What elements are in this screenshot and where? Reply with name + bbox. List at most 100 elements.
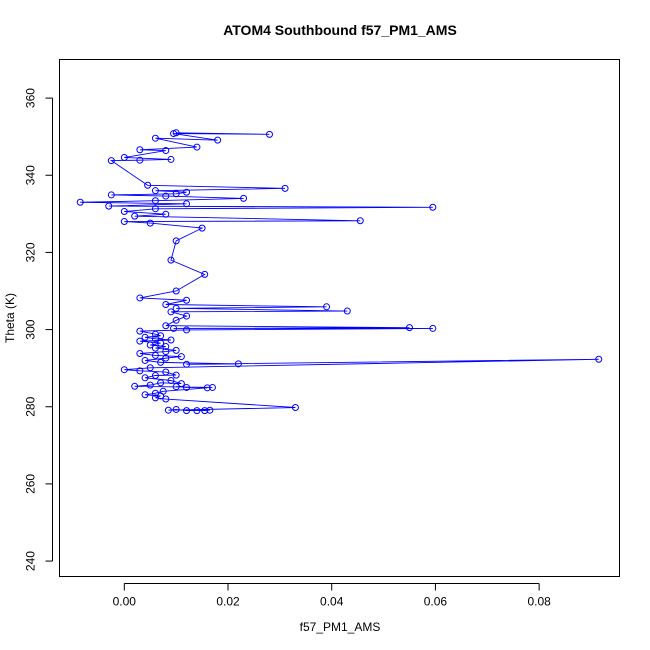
data-point — [151, 134, 159, 142]
data-point — [131, 382, 139, 390]
y-axis: 240 260 280 300 320 340 360 — [24, 88, 53, 571]
x-tick-label: 0.02 — [216, 595, 240, 609]
series-layer — [76, 129, 603, 415]
data-point — [167, 256, 175, 264]
data-point — [136, 156, 144, 164]
data-point — [206, 406, 214, 414]
data-point — [162, 343, 170, 351]
data-point — [281, 184, 289, 192]
x-tick-label: 0.08 — [527, 595, 551, 609]
data-point — [151, 330, 159, 338]
data-point — [183, 360, 191, 368]
data-point — [151, 187, 159, 195]
data-point — [151, 371, 159, 379]
data-point — [141, 391, 149, 399]
data-point — [201, 407, 209, 415]
data-point — [193, 407, 201, 415]
data-point — [203, 384, 211, 392]
data-point — [234, 360, 242, 368]
data-point — [141, 356, 149, 364]
data-point — [429, 203, 437, 211]
data-point — [183, 200, 191, 208]
data-point — [162, 322, 170, 330]
data-point — [162, 354, 170, 362]
data-point — [157, 358, 165, 366]
data-point — [164, 406, 172, 414]
data-point — [266, 130, 273, 138]
data-point — [162, 210, 170, 218]
data-point — [183, 383, 191, 391]
data-point — [105, 202, 113, 210]
data-point — [167, 155, 175, 163]
data-point — [172, 316, 180, 324]
x-tick-label: 0.04 — [320, 595, 344, 609]
data-point — [151, 205, 159, 213]
x-tick-label: 0.00 — [113, 595, 137, 609]
data-point — [172, 304, 180, 312]
data-point — [136, 350, 144, 357]
data-point — [141, 374, 149, 382]
data-point — [183, 312, 191, 320]
data-point — [172, 287, 180, 295]
data-point — [172, 371, 180, 379]
data-point — [151, 197, 159, 205]
data-point — [595, 355, 603, 363]
data-point — [146, 364, 154, 372]
y-tick-label: 280 — [24, 396, 38, 416]
y-tick-label: 320 — [24, 242, 38, 262]
data-point — [136, 337, 144, 345]
data-point — [343, 307, 351, 315]
data-point — [193, 143, 201, 151]
y-axis-label: Theta (K) — [3, 293, 17, 343]
y-tick-label: 260 — [24, 474, 38, 494]
y-tick-label: 300 — [24, 319, 38, 339]
data-point — [151, 389, 159, 397]
data-point — [172, 129, 180, 137]
data-point — [183, 326, 191, 334]
data-point — [76, 198, 84, 206]
x-axis: 0.00 0.02 0.04 0.06 0.08 — [113, 583, 551, 609]
data-point — [107, 157, 115, 165]
data-point — [157, 379, 165, 387]
data-point — [183, 188, 191, 196]
data-point — [172, 405, 180, 413]
data-point — [177, 353, 185, 361]
data-point — [167, 308, 175, 316]
data-point — [240, 194, 248, 202]
data-point — [323, 303, 331, 311]
data-point — [162, 147, 170, 155]
data-point — [157, 339, 165, 347]
data-point — [131, 212, 139, 220]
data-point — [167, 336, 175, 344]
data-point — [151, 335, 159, 343]
data-point — [172, 190, 180, 198]
data-point — [162, 395, 170, 403]
data-point — [162, 301, 170, 308]
data-point — [183, 296, 191, 304]
data-point — [162, 348, 170, 356]
data-point — [120, 218, 128, 226]
data-point — [429, 324, 437, 332]
data-point — [146, 219, 154, 227]
data-point — [120, 154, 128, 161]
data-point — [146, 381, 154, 389]
data-point — [214, 136, 222, 144]
plot-frame — [59, 59, 620, 577]
data-point — [356, 217, 364, 225]
data-point — [177, 380, 185, 388]
data-point — [172, 346, 180, 354]
data-point — [151, 351, 159, 359]
data-point — [406, 324, 413, 332]
data-point — [141, 333, 149, 341]
data-point — [183, 407, 191, 415]
data-point — [167, 377, 175, 384]
data-point — [172, 237, 180, 245]
data-point — [136, 327, 144, 335]
y-tick-label: 240 — [24, 551, 38, 571]
data-point — [107, 191, 115, 199]
data-point — [136, 367, 144, 375]
series-line — [80, 132, 599, 412]
data-point — [162, 192, 170, 200]
chart-title: ATOM4 Southbound f57_PM1_AMS — [223, 22, 457, 38]
